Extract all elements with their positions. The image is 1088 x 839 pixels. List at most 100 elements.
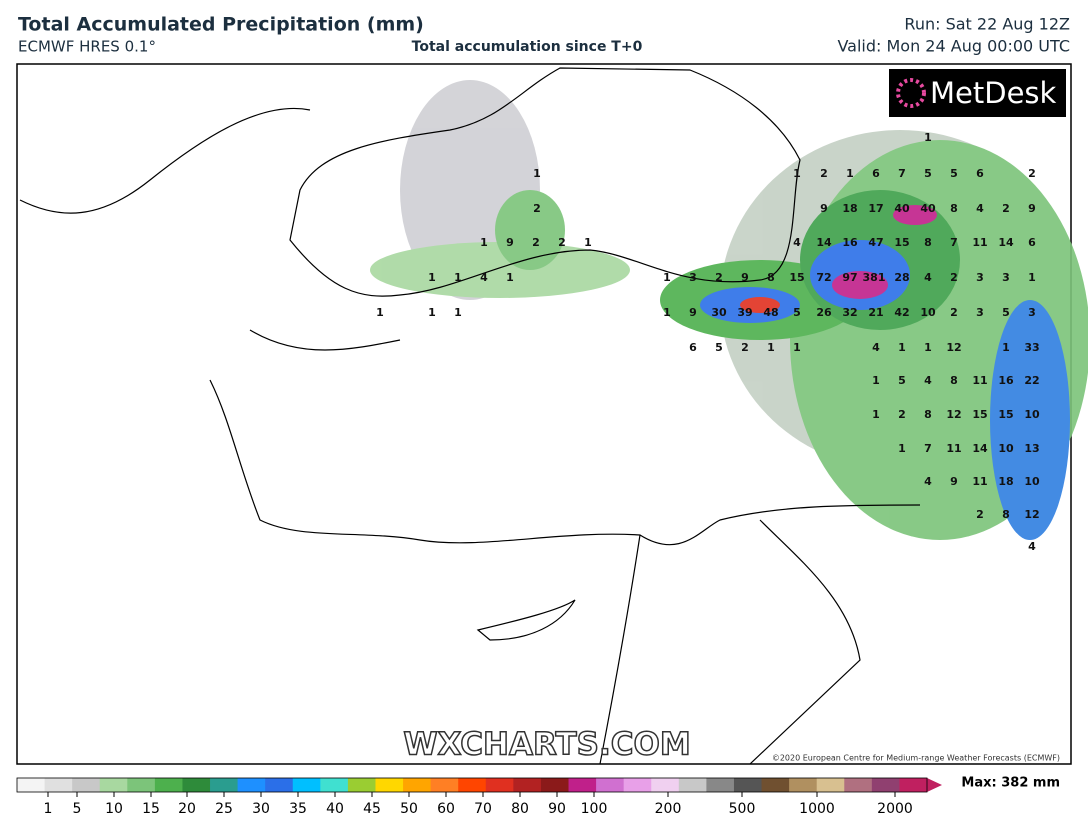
precip-area [740, 297, 780, 313]
precip-value: 6 [1028, 236, 1036, 249]
precip-value: 1 [428, 306, 436, 319]
precip-value: 18 [842, 202, 857, 215]
precip-value: 2 [950, 271, 958, 284]
colorbar-swatch [430, 778, 459, 792]
precip-area [832, 271, 888, 299]
precip-value: 11 [972, 236, 987, 249]
precip-value: 3 [1028, 306, 1036, 319]
colorbar-tick-label: 10 [105, 801, 123, 817]
precip-value: 3 [976, 306, 984, 319]
precip-value: 6 [872, 167, 880, 180]
precip-value: 8 [950, 374, 958, 387]
valid-time: Valid: Mon 24 Aug 00:00 UTC [837, 37, 1070, 56]
logo-icon [896, 78, 926, 108]
precip-value: 21 [868, 306, 883, 319]
precip-value: 4 [480, 271, 488, 284]
colorbar-swatch [265, 778, 294, 792]
colorbar-swatch [540, 778, 570, 792]
colorbar-swatch [403, 778, 432, 792]
precip-value: 8 [767, 271, 775, 284]
precip-value: 11 [946, 442, 961, 455]
precip-value: 17 [868, 202, 883, 215]
colorbar-swatch [485, 778, 514, 792]
precip-value: 30 [711, 306, 727, 319]
colorbar-swatch [789, 778, 818, 792]
levant-borders [599, 519, 861, 765]
precip-value: 2 [976, 508, 984, 521]
precip-value: 14 [816, 236, 832, 249]
precip-value: 10 [920, 306, 936, 319]
colorbar-swatch [458, 778, 487, 792]
precip-value: 4 [872, 341, 880, 354]
precip-value: 1 [506, 271, 514, 284]
colorbar-swatch [623, 778, 652, 792]
colorbar-swatch [44, 778, 73, 792]
colorbar-frame [16, 777, 928, 793]
precip-area [370, 242, 630, 298]
colorbar-tick-label: 60 [437, 801, 455, 817]
colorbar-swatch [678, 778, 707, 792]
precip-area [990, 300, 1070, 540]
precip-value: 11 [972, 475, 987, 488]
title: Total Accumulated Precipitation (mm) [18, 14, 424, 36]
precip-value: 15 [998, 408, 1013, 421]
precip-value: 1 [428, 271, 436, 284]
precip-value: 1 [924, 131, 932, 144]
precip-value: 26 [816, 306, 832, 319]
precip-value: 9 [689, 306, 697, 319]
subtitle: Total accumulation since T+0 [412, 39, 643, 55]
precip-value: 4 [1028, 540, 1036, 553]
precip-value: 4 [976, 202, 984, 215]
precip-value: 40 [894, 202, 910, 215]
precip-value: 9 [506, 236, 514, 249]
precip-value: 2 [820, 167, 828, 180]
max-label: Max: 382 mm [961, 776, 1060, 791]
precip-value: 4 [924, 374, 932, 387]
colorbar-tick-label: 35 [289, 801, 307, 817]
colorbar-swatch [347, 778, 376, 792]
colorbar-swatch [127, 778, 156, 792]
logo-text: MetDesk [930, 76, 1057, 110]
precip-value: 42 [894, 306, 909, 319]
precip-value: 2 [898, 408, 906, 421]
precip-value: 1 [584, 236, 592, 249]
precip-value: 1 [793, 341, 801, 354]
precip-value: 1 [898, 341, 906, 354]
coastlines [19, 67, 921, 765]
precip-value: 5 [715, 341, 723, 354]
precip-value: 5 [898, 374, 906, 387]
colorbar-tick-label: 500 [729, 801, 756, 817]
precip-value: 1 [793, 167, 801, 180]
colorbar-swatch [706, 778, 735, 792]
precip-value: 3 [689, 271, 697, 284]
model: ECMWF HRES 0.1° [18, 38, 156, 56]
colorbar-swatch [596, 778, 625, 792]
precip-value: 1 [533, 167, 541, 180]
logo-box [889, 69, 1066, 117]
colorbar-swatch [72, 778, 101, 792]
colorbar-swatch [568, 778, 597, 792]
precip-value: 1 [1028, 271, 1036, 284]
precip-value: 28 [894, 271, 909, 284]
precip-value: 9 [950, 475, 958, 488]
precip-value: 14 [972, 442, 988, 455]
turkey-coast [209, 329, 921, 546]
colorbar-swatch [761, 778, 790, 792]
precip-value: 381 [863, 271, 886, 284]
precip-value: 22 [1024, 374, 1039, 387]
precip-value: 1 [663, 271, 671, 284]
precip-value: 5 [1002, 306, 1010, 319]
precip-value: 1 [454, 271, 462, 284]
run-time: Run: Sat 22 Aug 12Z [904, 15, 1070, 34]
cyprus [476, 599, 576, 641]
precip-area [893, 205, 937, 225]
balkan-border [19, 108, 311, 214]
colorbar-swatch [182, 778, 211, 792]
precip-value: 16 [842, 236, 858, 249]
colorbar: 1 5 10 15 20 25 30 35 40 45 50 60 70 80 90 100 200 500 100… [16, 777, 942, 817]
copyright: ©2020 European Centre for Medium-range W… [772, 754, 1060, 763]
colorbar-tick-label: 5 [73, 801, 82, 817]
precip-value: 13 [1024, 442, 1039, 455]
